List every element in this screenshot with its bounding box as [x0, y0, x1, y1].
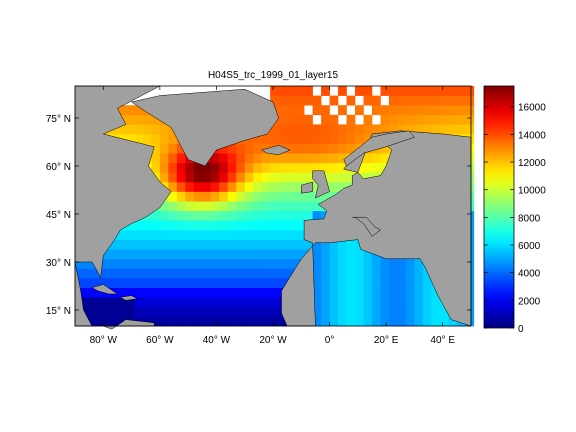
map-panel: 80° W 60° W 40° W 20° W 0° 20° E 40° E 15° N 30…	[46, 85, 475, 346]
lon-tick-label: 0°	[325, 335, 335, 346]
colorbar-tick-label: 0	[518, 324, 524, 335]
colorbar-ticks: 0 2000 4000 6000 8000 10000 12000 14000 16000	[484, 103, 546, 335]
lon-tick-label: 80° W	[90, 335, 118, 346]
lat-tick-label: 45° N	[46, 210, 71, 221]
land-masses	[74, 85, 472, 330]
map-title: H04S5_trc_1999_01_layer15	[208, 70, 339, 81]
lon-tick-label: 60° W	[146, 335, 174, 346]
lon-tick-label: 40° E	[430, 335, 455, 346]
colorbar: 0 2000 4000 6000 8000 10000 12000 14000 16000	[483, 85, 546, 335]
colorbar-tick-label: 4000	[518, 269, 541, 280]
colorbar-tick-label: 12000	[518, 158, 546, 169]
colorbar-gradient	[483, 85, 515, 329]
colorbar-tick-label: 6000	[518, 241, 541, 252]
lat-tick-label: 60° N	[46, 162, 71, 173]
latitude-axis: 15° N 30° N 45° N 60° N 75° N	[46, 114, 471, 317]
colorbar-tick-label: 2000	[518, 296, 541, 307]
colorbar-tick-label: 10000	[518, 186, 546, 197]
lon-tick-label: 20° E	[374, 335, 399, 346]
colorbar-tick-label: 14000	[518, 130, 546, 141]
lon-tick-label: 40° W	[203, 335, 231, 346]
colorbar-tick-label: 8000	[518, 213, 541, 224]
lat-tick-label: 15° N	[46, 306, 71, 317]
longitude-axis: 80° W 60° W 40° W 20° W 0° 20° E 40° E	[90, 86, 455, 346]
lat-tick-label: 30° N	[46, 258, 71, 269]
lat-tick-label: 75° N	[46, 114, 71, 125]
colorbar-tick-label: 16000	[518, 103, 546, 114]
lon-tick-label: 20° W	[259, 335, 287, 346]
